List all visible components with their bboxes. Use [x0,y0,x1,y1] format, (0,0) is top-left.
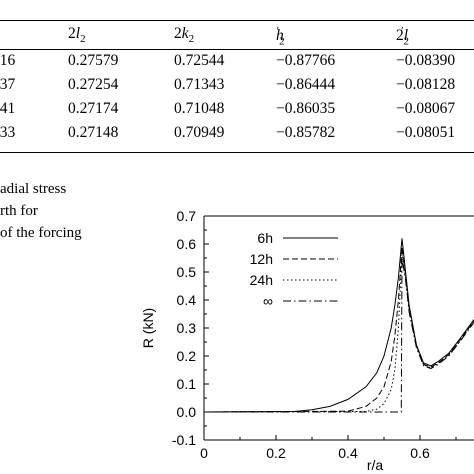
x-tick-label: 0 [200,445,208,461]
table-cell: −0.85782 [276,124,336,141]
table-cell: −0.87766 [276,52,336,69]
table-cell: 633 [0,124,16,141]
figure-caption: adial stress rth for of the forcing [0,178,82,244]
y-tick-label: 0.2 [177,348,197,364]
table-cell: −0.86035 [276,100,336,117]
y-tick-label: 0.1 [177,376,197,392]
table-cell: −0.08390 [396,52,456,69]
table-cell: 0.27579 [68,52,119,69]
table-header-rule [0,49,474,50]
table-bottom-rule [0,152,474,153]
table-cell: 0.72544 [174,52,225,69]
table-cell: 0.71048 [174,100,225,117]
y-tick-label: 0.5 [177,264,197,280]
series-line [203,238,474,413]
table-cell: 0.71343 [174,76,225,93]
legend-label: 12h [250,251,273,267]
y-tick-label: 0.4 [177,292,197,308]
x-tick-label: 0.6 [410,445,430,461]
y-tick-label: 0.3 [177,320,197,336]
caption-line: adial stress [0,181,67,197]
table-cell: 037 [0,76,16,93]
table-cell: 0.27174 [68,100,119,117]
table-cell: 0.27148 [68,124,119,141]
x-tick-label: 0.4 [338,445,358,461]
y-tick-label: 0.7 [177,208,197,224]
series-line [203,246,474,413]
table-cell: 216 [0,52,16,69]
y-axis-label: R (kN) [140,308,156,348]
series-line [204,257,474,413]
x-axis-label: r/a [367,457,384,473]
legend-label: 24h [250,272,273,288]
series-line [203,252,474,413]
legend-label: ∞ [263,293,273,309]
table-header-cell: h′2 [276,25,285,48]
table-top-rule [0,20,474,21]
y-tick-label: 0.0 [177,404,197,420]
table-header-cell: 2l2 [68,25,86,46]
legend-label: 6h [257,230,273,246]
table-header-cell: 2l′2 [396,25,409,48]
table-cell: 0.70949 [174,124,225,141]
table-cell: −0.08067 [396,100,456,117]
y-tick-label: 0.6 [177,236,197,252]
x-tick-label: 0.2 [266,445,286,461]
table-cell: 0.27254 [68,76,119,93]
caption-line: of the forcing [0,225,82,241]
table-cell: 741 [0,100,16,117]
table-header-cell: 2k2 [174,25,195,46]
table-cell: −0.08128 [396,76,456,93]
y-tick-label: -0.1 [172,432,196,448]
caption-line: rth for [0,203,38,219]
table-cell: −0.86444 [276,76,336,93]
table-cell: −0.08051 [396,124,456,141]
